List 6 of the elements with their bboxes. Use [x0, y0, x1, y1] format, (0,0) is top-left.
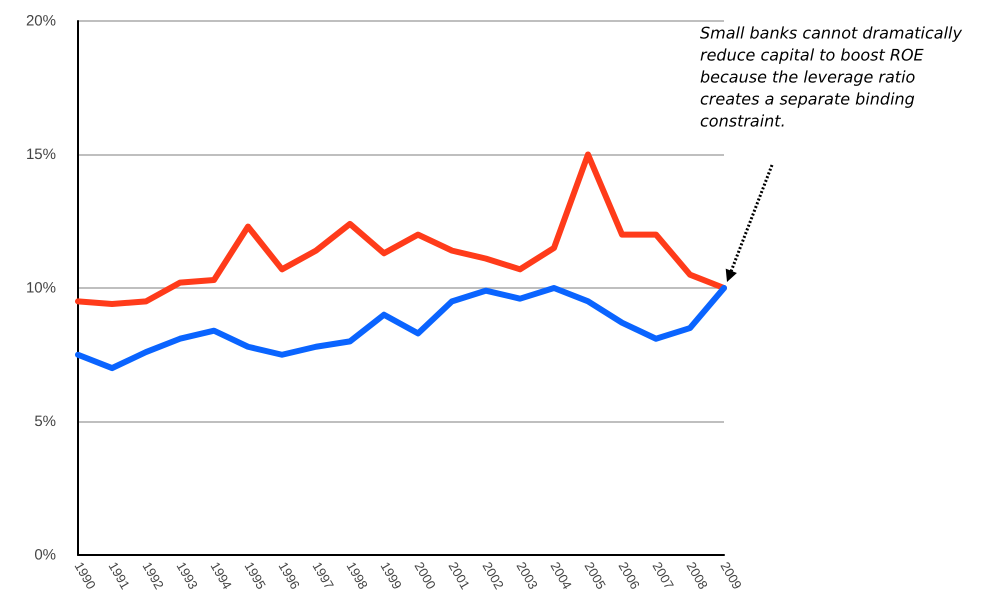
y-tick-label: 20% — [26, 12, 56, 30]
y-tick-label: 0% — [34, 546, 56, 564]
y-tick-label: 5% — [34, 413, 56, 430]
annotation: Small banks cannot dramatically reduce capital to boost ROE because the leverage ratio creates a separate binding constraint. — [700, 24, 968, 130]
y-tick-label: 10% — [26, 280, 56, 296]
y-tick-label: 15% — [26, 146, 56, 163]
